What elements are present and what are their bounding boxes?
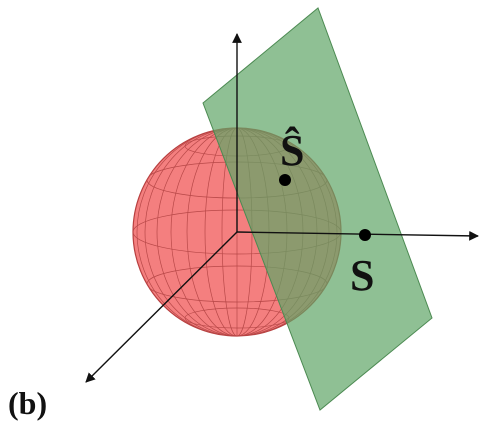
- plane: [202, 7, 433, 411]
- point: [359, 229, 371, 241]
- point: [279, 174, 291, 186]
- point-label: Ŝ: [280, 126, 304, 175]
- point-label: S: [350, 251, 374, 300]
- panel-label: (b): [8, 385, 47, 421]
- axes: [85, 33, 479, 383]
